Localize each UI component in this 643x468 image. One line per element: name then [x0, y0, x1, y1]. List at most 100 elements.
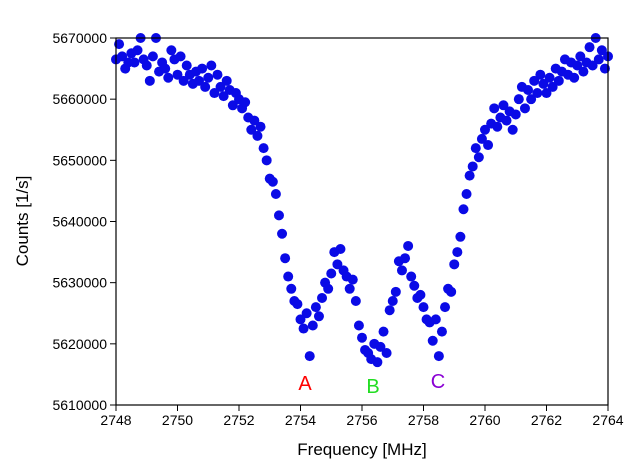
plot-frame [115, 37, 609, 406]
point [464, 170, 475, 181]
point [501, 115, 512, 126]
point [280, 253, 291, 264]
point [409, 280, 420, 291]
y-tick-label: 5670000 [52, 30, 107, 46]
point [526, 94, 537, 105]
annotation: A [298, 373, 312, 395]
point [381, 348, 392, 359]
point [547, 81, 558, 92]
point [406, 271, 417, 282]
annotation: C [431, 371, 445, 393]
point [449, 259, 460, 270]
point [258, 143, 269, 154]
point [483, 140, 494, 151]
point [283, 271, 294, 282]
point [492, 121, 503, 132]
point [144, 75, 155, 86]
point [455, 231, 466, 242]
point [507, 124, 518, 135]
x-tick-label: 2750 [162, 412, 193, 428]
x-axis-label: Frequency [MHz] [297, 440, 426, 459]
x-tick-label: 2760 [469, 412, 500, 428]
point [446, 286, 457, 297]
point [553, 75, 564, 86]
point [304, 351, 315, 362]
point [286, 283, 297, 294]
point [273, 210, 284, 221]
point [384, 305, 395, 316]
point [310, 302, 321, 313]
point [572, 60, 583, 71]
point [418, 302, 429, 313]
y-tick-label: 5610000 [52, 397, 107, 413]
point [535, 69, 546, 80]
point [301, 308, 312, 319]
point [298, 323, 309, 334]
point [313, 311, 324, 322]
point [132, 45, 143, 56]
point [261, 155, 272, 166]
point [129, 57, 140, 68]
point [400, 253, 411, 264]
point [458, 204, 469, 215]
point [440, 302, 451, 313]
point [575, 51, 586, 62]
point [218, 91, 229, 102]
point [335, 244, 346, 255]
point [163, 72, 174, 83]
x-tick-label: 2748 [100, 412, 131, 428]
y-axis-label: Counts [1/s] [13, 176, 32, 267]
point [141, 60, 152, 71]
point [323, 283, 334, 294]
point [519, 103, 530, 114]
point [227, 100, 238, 111]
point [178, 75, 189, 86]
point [584, 42, 595, 53]
point [246, 124, 257, 135]
point [544, 72, 555, 83]
point [209, 88, 220, 99]
point [295, 314, 306, 325]
point [160, 63, 171, 74]
point [513, 94, 524, 105]
point [353, 320, 364, 331]
x-tick-label: 2762 [531, 412, 562, 428]
point [430, 314, 441, 325]
point [375, 341, 386, 352]
point [532, 88, 543, 99]
point [587, 60, 598, 71]
point [476, 133, 487, 144]
point [175, 51, 186, 62]
point [212, 69, 223, 80]
point [215, 81, 226, 92]
point [240, 97, 251, 108]
point [292, 299, 303, 310]
point [480, 124, 490, 135]
point [181, 60, 192, 71]
y-tick-label: 5650000 [52, 152, 107, 168]
point [378, 326, 389, 337]
point [569, 72, 580, 83]
point [541, 88, 552, 99]
point [255, 121, 266, 132]
x-tick-label: 2756 [346, 412, 377, 428]
point [344, 283, 355, 294]
x-tick-label: 2758 [408, 412, 439, 428]
point [147, 51, 158, 62]
point [206, 60, 217, 71]
y-tick-label: 5620000 [52, 336, 107, 352]
point [415, 289, 426, 300]
point [172, 69, 183, 80]
point [200, 81, 211, 92]
point [277, 228, 288, 239]
point [203, 72, 214, 83]
point [166, 45, 177, 56]
point [596, 45, 607, 56]
point [396, 265, 407, 276]
point [387, 296, 398, 307]
point [350, 296, 361, 307]
point [326, 268, 337, 279]
point [467, 161, 478, 172]
